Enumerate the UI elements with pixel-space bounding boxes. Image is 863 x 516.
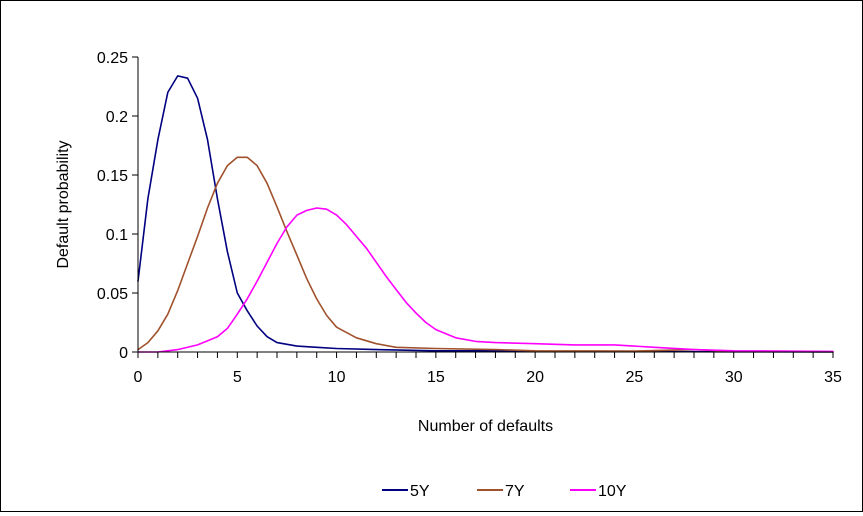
y-tick-label: 0 [119, 345, 128, 362]
x-axis-title: Number of defaults [418, 418, 553, 435]
axes [132, 56, 834, 358]
series-line-7y [137, 156, 834, 353]
x-tick-label: 5 [233, 369, 242, 386]
series-line-10y [137, 207, 834, 353]
y-tick-label: 0.1 [106, 227, 128, 244]
y-tick-label: 0.25 [97, 50, 128, 67]
x-tick-label: 30 [725, 369, 743, 386]
x-tick-label: 0 [134, 369, 143, 386]
x-tick-label: 35 [824, 369, 842, 386]
x-tick-label: 15 [427, 369, 445, 386]
series-lines [137, 75, 834, 353]
y-tick-label: 0.05 [97, 286, 128, 303]
legend: 5Y 7Y 10Y [382, 483, 627, 500]
y-tick-label: 0.15 [97, 168, 128, 185]
x-tick-label: 20 [526, 369, 544, 386]
x-tick-label: 25 [626, 369, 644, 386]
legend-label-10y: 10Y [598, 483, 627, 500]
series-line-5y [137, 75, 834, 353]
y-axis-title: Default probability [55, 140, 72, 268]
legend-label-5y: 5Y [410, 483, 430, 500]
plot-area [138, 57, 833, 352]
legend-label-7y: 7Y [505, 483, 525, 500]
y-tick-label: 0.2 [106, 109, 128, 126]
x-tick-label: 10 [328, 369, 346, 386]
tick-labels: 0 0.05 0.1 0.15 0.2 0.25 0 5 10 15 20 25 30 35 [97, 50, 842, 386]
